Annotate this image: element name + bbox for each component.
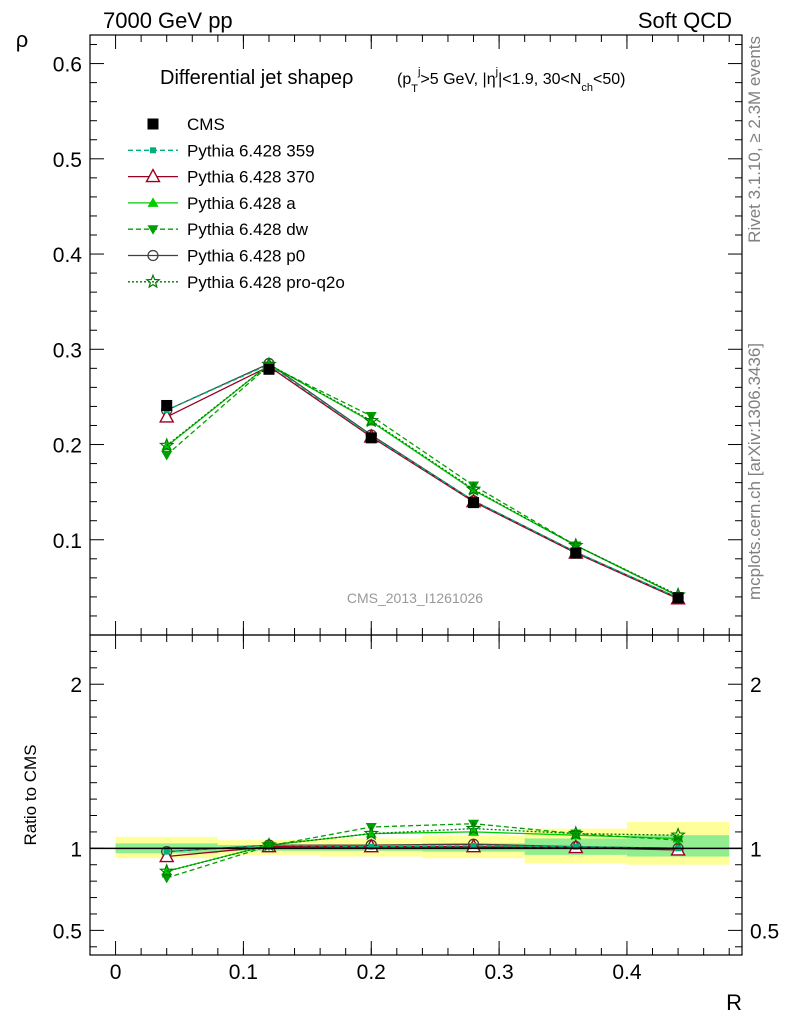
category-label: Soft QCD bbox=[638, 8, 732, 33]
main-series-pq2o bbox=[158, 356, 686, 602]
x-tick-label-3: 0.3 bbox=[484, 961, 513, 984]
main-point-cms-2 bbox=[365, 432, 377, 444]
x-axis-label: R bbox=[726, 990, 742, 1015]
main-line-pa bbox=[166, 363, 679, 597]
ratio-point-pdw-3 bbox=[468, 819, 480, 830]
legend-item-pa: Pythia 6.428 a bbox=[128, 194, 296, 213]
main-point-pq2o-3 bbox=[465, 481, 482, 496]
main-ytick-label-2: 0.3 bbox=[53, 339, 82, 362]
legend-item-pdw: Pythia 6.428 dw bbox=[128, 220, 309, 239]
legend-marker-p359 bbox=[150, 147, 156, 154]
legend-marker-pa bbox=[147, 197, 159, 207]
legend-marker-p370 bbox=[145, 168, 161, 183]
main-series-p370 bbox=[159, 357, 686, 605]
y-axis-label-ratio: Ratio to CMS bbox=[21, 744, 40, 845]
chart-title: Differential jet shapeρ bbox=[160, 67, 353, 89]
main-ytick-label-3: 0.4 bbox=[53, 244, 83, 267]
main-point-p370-0 bbox=[159, 408, 175, 423]
ratio-ytick-label-left-0: 0.5 bbox=[53, 920, 82, 943]
ratio-line-pdw bbox=[166, 823, 679, 879]
main-line-p370 bbox=[166, 365, 679, 600]
legend-label-p359: Pythia 6.428 359 bbox=[187, 141, 315, 160]
main-line-pdw bbox=[166, 364, 679, 597]
main-ytick-label-1: 0.2 bbox=[53, 435, 82, 458]
y-axis-label-main: ρ bbox=[16, 27, 29, 52]
x-tick-label-2: 0.2 bbox=[357, 961, 386, 984]
main-line-p359 bbox=[166, 363, 679, 599]
ratio-point-pq2o-2 bbox=[363, 825, 380, 841]
analysis-watermark: CMS_2013_I1261026 bbox=[347, 590, 483, 606]
main-line-pq2o bbox=[166, 363, 679, 596]
legend-item-pp0: Pythia 6.428 p0 bbox=[128, 247, 305, 266]
ratio-panel-frame bbox=[89, 634, 743, 956]
ratio-line-pq2o bbox=[166, 827, 679, 872]
main-point-pdw-3 bbox=[468, 481, 480, 491]
legend-label-pq2o: Pythia 6.428 pro-q2o bbox=[187, 273, 345, 292]
ratio-ytick-label-left-1: 1 bbox=[70, 838, 82, 861]
legend-item-p359: Pythia 6.428 359 bbox=[128, 141, 315, 160]
legend-marker-pq2o bbox=[145, 273, 161, 289]
ratio-point-pq2o-3 bbox=[465, 820, 482, 836]
legend: CMS Pythia 6.428 359 Pythia 6.428 370 Pythi… bbox=[128, 115, 345, 292]
legend-label-cms: CMS bbox=[187, 115, 225, 134]
ratio-point-p359-4 bbox=[572, 843, 579, 850]
legend-item-pq2o: Pythia 6.428 pro-q2o bbox=[128, 273, 345, 292]
source-label: mcplots.cern.ch [arXiv:1306.3436] bbox=[745, 343, 764, 600]
ratio-point-p359-0 bbox=[163, 848, 170, 855]
main-point-cms-5 bbox=[672, 592, 684, 604]
main-point-cms-1 bbox=[263, 363, 275, 375]
main-series-cms bbox=[161, 363, 684, 604]
chart-subtitle: (pTj>5 GeV, |ηj|<1.9, 30<Nch<50) bbox=[397, 66, 625, 95]
ratio-point-p359-3 bbox=[470, 842, 477, 849]
main-ytick-label-4: 0.5 bbox=[53, 149, 82, 172]
legend-item-p370: Pythia 6.428 370 bbox=[128, 168, 315, 187]
ratio-point-pq2o-4 bbox=[568, 825, 584, 841]
main-point-pq2o-0 bbox=[158, 437, 175, 453]
ratio-point-p359-2 bbox=[368, 843, 375, 850]
main-ytick-label-5: 0.6 bbox=[53, 54, 82, 77]
ratio-ytick-label-right-1: 1 bbox=[750, 838, 762, 861]
main-point-cms-4 bbox=[570, 547, 582, 559]
ratio-point-pq2o-5 bbox=[670, 827, 686, 842]
main-ytick-label-0: 0.1 bbox=[53, 530, 82, 553]
main-panel-series bbox=[158, 356, 686, 605]
legend-marker-pdw bbox=[147, 225, 159, 235]
x-tick-label-1: 0.1 bbox=[229, 961, 258, 984]
main-panel-axes: 0.1 0.2 0.3 0.4 0.5 0.6 bbox=[53, 35, 742, 635]
legend-label-pdw: Pythia 6.428 dw bbox=[187, 220, 309, 239]
ratio-point-pq2o-0 bbox=[158, 863, 175, 878]
x-tick-label-4: 0.4 bbox=[612, 961, 642, 984]
rivet-version-label: Rivet 3.1.10, ≥ 2.3M events bbox=[745, 36, 764, 243]
main-line-pp0 bbox=[166, 362, 679, 599]
ratio-line-p359 bbox=[166, 844, 679, 853]
legend-marker-cms bbox=[147, 118, 159, 130]
main-point-pdw-2 bbox=[365, 411, 377, 422]
legend-label-pp0: Pythia 6.428 p0 bbox=[187, 247, 305, 266]
ratio-ytick-label-left-2: 2 bbox=[70, 674, 82, 697]
main-point-cms-3 bbox=[468, 497, 480, 509]
legend-item-cms: CMS bbox=[147, 115, 225, 134]
x-tick-label-0: 0 bbox=[110, 961, 122, 984]
ratio-point-p370-0 bbox=[159, 848, 175, 863]
legend-label-pa: Pythia 6.428 a bbox=[187, 194, 296, 213]
legend-label-p370: Pythia 6.428 370 bbox=[187, 168, 315, 187]
ratio-panel-axes: 0.5 0.5 1 1 2 2 0 0.1 0.2 0.3 0.4 bbox=[53, 635, 779, 984]
ratio-panel-bands bbox=[115, 822, 730, 865]
energy-label: 7000 GeV pp bbox=[103, 8, 233, 33]
main-point-pdw-0 bbox=[161, 451, 173, 461]
ratio-ytick-label-right-2: 2 bbox=[750, 674, 762, 697]
ratio-ytick-label-right-0: 0.5 bbox=[750, 920, 779, 943]
main-point-pq2o-2 bbox=[363, 412, 380, 428]
legend-marker-pp0 bbox=[147, 249, 159, 262]
main-series-pa bbox=[161, 359, 684, 600]
main-point-cms-0 bbox=[161, 399, 173, 411]
